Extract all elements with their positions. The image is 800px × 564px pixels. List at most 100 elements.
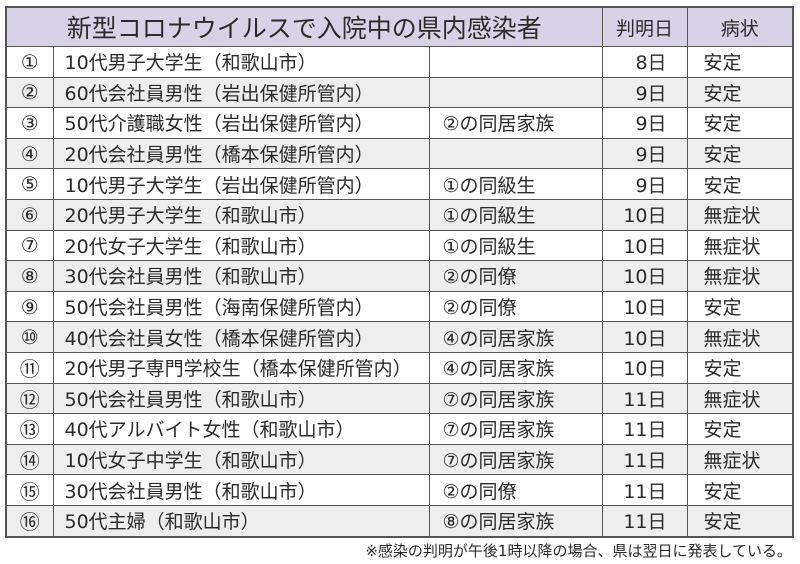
row-number: ⑩ bbox=[5, 321, 54, 353]
relation bbox=[428, 46, 603, 78]
confirmed-date: 10日 bbox=[601, 260, 688, 292]
patient-description: 20代女子大学生（和歌山市） bbox=[52, 229, 430, 262]
condition-status: 安定 bbox=[686, 107, 794, 139]
table-row: ⑨ 50代会社員男性（海南保健所管内） ②の同僚 10日 安定 bbox=[5, 290, 794, 323]
patient-description: 50代主婦（和歌山市） bbox=[52, 504, 430, 538]
condition-status: 安定 bbox=[686, 76, 794, 109]
row-number: ⑧ bbox=[5, 260, 54, 292]
relation: ④の同居家族 bbox=[428, 351, 603, 384]
table-header-row: 新型コロナウイルスで入院中の県内感染者 判明日 病状 bbox=[5, 6, 794, 47]
patient-description: 40代会社員女性（橋本保健所管内） bbox=[52, 321, 430, 353]
column-header-date: 判明日 bbox=[601, 6, 688, 47]
relation: ①の同級生 bbox=[428, 168, 603, 200]
confirmed-date: 9日 bbox=[601, 137, 688, 170]
table-row: ⑬ 40代アルバイト女性（和歌山市） ⑦の同居家族 11日 安定 bbox=[5, 413, 794, 445]
relation: ②の同僚 bbox=[428, 260, 603, 292]
row-number: ⑨ bbox=[5, 290, 54, 323]
table-row: ⑫ 50代会社員男性（和歌山市） ⑦の同居家族 11日 無症状 bbox=[5, 382, 794, 415]
table-row: ② 60代会社員男性（岩出保健所管内） 9日 安定 bbox=[5, 76, 794, 109]
patient-description: 50代会社員男性（和歌山市） bbox=[52, 382, 430, 415]
confirmed-date: 8日 bbox=[601, 46, 688, 78]
relation: ①の同級生 bbox=[428, 198, 603, 231]
condition-status: 無症状 bbox=[686, 229, 794, 262]
row-number: ④ bbox=[5, 137, 54, 170]
condition-status: 安定 bbox=[686, 351, 794, 384]
table-row: ⑮ 30代会社員男性（和歌山市） ②の同僚 11日 安定 bbox=[5, 474, 794, 506]
row-number: ⑦ bbox=[5, 229, 54, 262]
row-number: ① bbox=[5, 46, 54, 78]
relation: ⑦の同居家族 bbox=[428, 413, 603, 445]
patient-description: 30代会社員男性（和歌山市） bbox=[52, 260, 430, 292]
confirmed-date: 10日 bbox=[601, 351, 688, 384]
condition-status: 安定 bbox=[686, 474, 794, 506]
condition-status: 無症状 bbox=[686, 198, 794, 231]
patient-description: 20代会社員男性（橋本保健所管内） bbox=[52, 137, 430, 170]
table-row: ⑪ 20代男子専門学校生（橋本保健所管内） ④の同居家族 10日 安定 bbox=[5, 351, 794, 384]
patient-description: 20代男子専門学校生（橋本保健所管内） bbox=[52, 351, 430, 384]
table-row: ⑯ 50代主婦（和歌山市） ⑧の同居家族 11日 安定 bbox=[5, 504, 794, 538]
patient-description: 50代介護職女性（岩出保健所管内） bbox=[52, 107, 430, 139]
row-number: ⑬ bbox=[5, 413, 54, 445]
confirmed-date: 9日 bbox=[601, 76, 688, 109]
patient-description: 10代女子中学生（和歌山市） bbox=[52, 443, 430, 476]
relation: ①の同級生 bbox=[428, 229, 603, 262]
confirmed-date: 11日 bbox=[601, 413, 688, 445]
patient-description: 20代男子大学生（和歌山市） bbox=[52, 198, 430, 231]
table-row: ④ 20代会社員男性（橋本保健所管内） 9日 安定 bbox=[5, 137, 794, 170]
relation: ②の同僚 bbox=[428, 290, 603, 323]
relation: ②の同居家族 bbox=[428, 107, 603, 139]
condition-status: 安定 bbox=[686, 137, 794, 170]
condition-status: 安定 bbox=[686, 46, 794, 78]
condition-status: 安定 bbox=[686, 290, 794, 323]
confirmed-date: 11日 bbox=[601, 474, 688, 506]
condition-status: 無症状 bbox=[686, 443, 794, 476]
condition-status: 安定 bbox=[686, 413, 794, 445]
relation bbox=[428, 76, 603, 109]
confirmed-date: 10日 bbox=[601, 290, 688, 323]
row-number: ② bbox=[5, 76, 54, 109]
table-row: ③ 50代介護職女性（岩出保健所管内） ②の同居家族 9日 安定 bbox=[5, 107, 794, 139]
condition-status: 無症状 bbox=[686, 260, 794, 292]
row-number: ⑤ bbox=[5, 168, 54, 200]
table-row: ⑦ 20代女子大学生（和歌山市） ①の同級生 10日 無症状 bbox=[5, 229, 794, 262]
row-number: ⑫ bbox=[5, 382, 54, 415]
table-row: ⑤ 10代男子大学生（岩出保健所管内） ①の同級生 9日 安定 bbox=[5, 168, 794, 200]
confirmed-date: 11日 bbox=[601, 443, 688, 476]
confirmed-date: 10日 bbox=[601, 229, 688, 262]
relation: ④の同居家族 bbox=[428, 321, 603, 353]
table-row: ⑧ 30代会社員男性（和歌山市） ②の同僚 10日 無症状 bbox=[5, 260, 794, 292]
patient-description: 30代会社員男性（和歌山市） bbox=[52, 474, 430, 506]
relation bbox=[428, 137, 603, 170]
confirmed-date: 10日 bbox=[601, 321, 688, 353]
confirmed-date: 11日 bbox=[601, 504, 688, 538]
row-number: ⑭ bbox=[5, 443, 54, 476]
table-row: ⑩ 40代会社員女性（橋本保健所管内） ④の同居家族 10日 無症状 bbox=[5, 321, 794, 353]
table-body: ① 10代男子大学生（和歌山市） 8日 安定 ② 60代会社員男性（岩出保健所管内） 9日安… bbox=[5, 46, 794, 538]
patient-description: 40代アルバイト女性（和歌山市） bbox=[52, 413, 430, 445]
relation: ⑧の同居家族 bbox=[428, 504, 603, 538]
patient-description: 60代会社員男性（岩出保健所管内） bbox=[52, 76, 430, 109]
relation: ②の同僚 bbox=[428, 474, 603, 506]
confirmed-date: 9日 bbox=[601, 107, 688, 139]
relation: ⑦の同居家族 bbox=[428, 443, 603, 476]
table-row: ⑭ 10代女子中学生（和歌山市） ⑦の同居家族 11日 無症状 bbox=[5, 443, 794, 476]
column-header-status: 病状 bbox=[686, 6, 794, 47]
patient-description: 10代男子大学生（岩出保健所管内） bbox=[52, 168, 430, 200]
table-row: ⑥ 20代男子大学生（和歌山市） ①の同級生 10日 無症状 bbox=[5, 198, 794, 231]
confirmed-date: 9日 bbox=[601, 168, 688, 200]
patient-description: 10代男子大学生（和歌山市） bbox=[52, 46, 430, 78]
footnote: ※感染の判明が午後1時以降の場合、県は翌日に発表している。 bbox=[365, 542, 792, 560]
infected-patients-table: 新型コロナウイルスで入院中の県内感染者 判明日 病状 ① 10代男子大学生（和歌山… bbox=[5, 6, 795, 538]
confirmed-date: 11日 bbox=[601, 382, 688, 415]
row-number: ⑥ bbox=[5, 198, 54, 231]
row-number: ⑯ bbox=[5, 504, 54, 538]
condition-status: 無症状 bbox=[686, 382, 794, 415]
row-number: ⑪ bbox=[5, 351, 54, 384]
table-title: 新型コロナウイルスで入院中の県内感染者 bbox=[5, 6, 603, 47]
relation: ⑦の同居家族 bbox=[428, 382, 603, 415]
condition-status: 安定 bbox=[686, 504, 794, 538]
row-number: ③ bbox=[5, 107, 54, 139]
confirmed-date: 10日 bbox=[601, 198, 688, 231]
row-number: ⑮ bbox=[5, 474, 54, 506]
patient-description: 50代会社員男性（海南保健所管内） bbox=[52, 290, 430, 323]
